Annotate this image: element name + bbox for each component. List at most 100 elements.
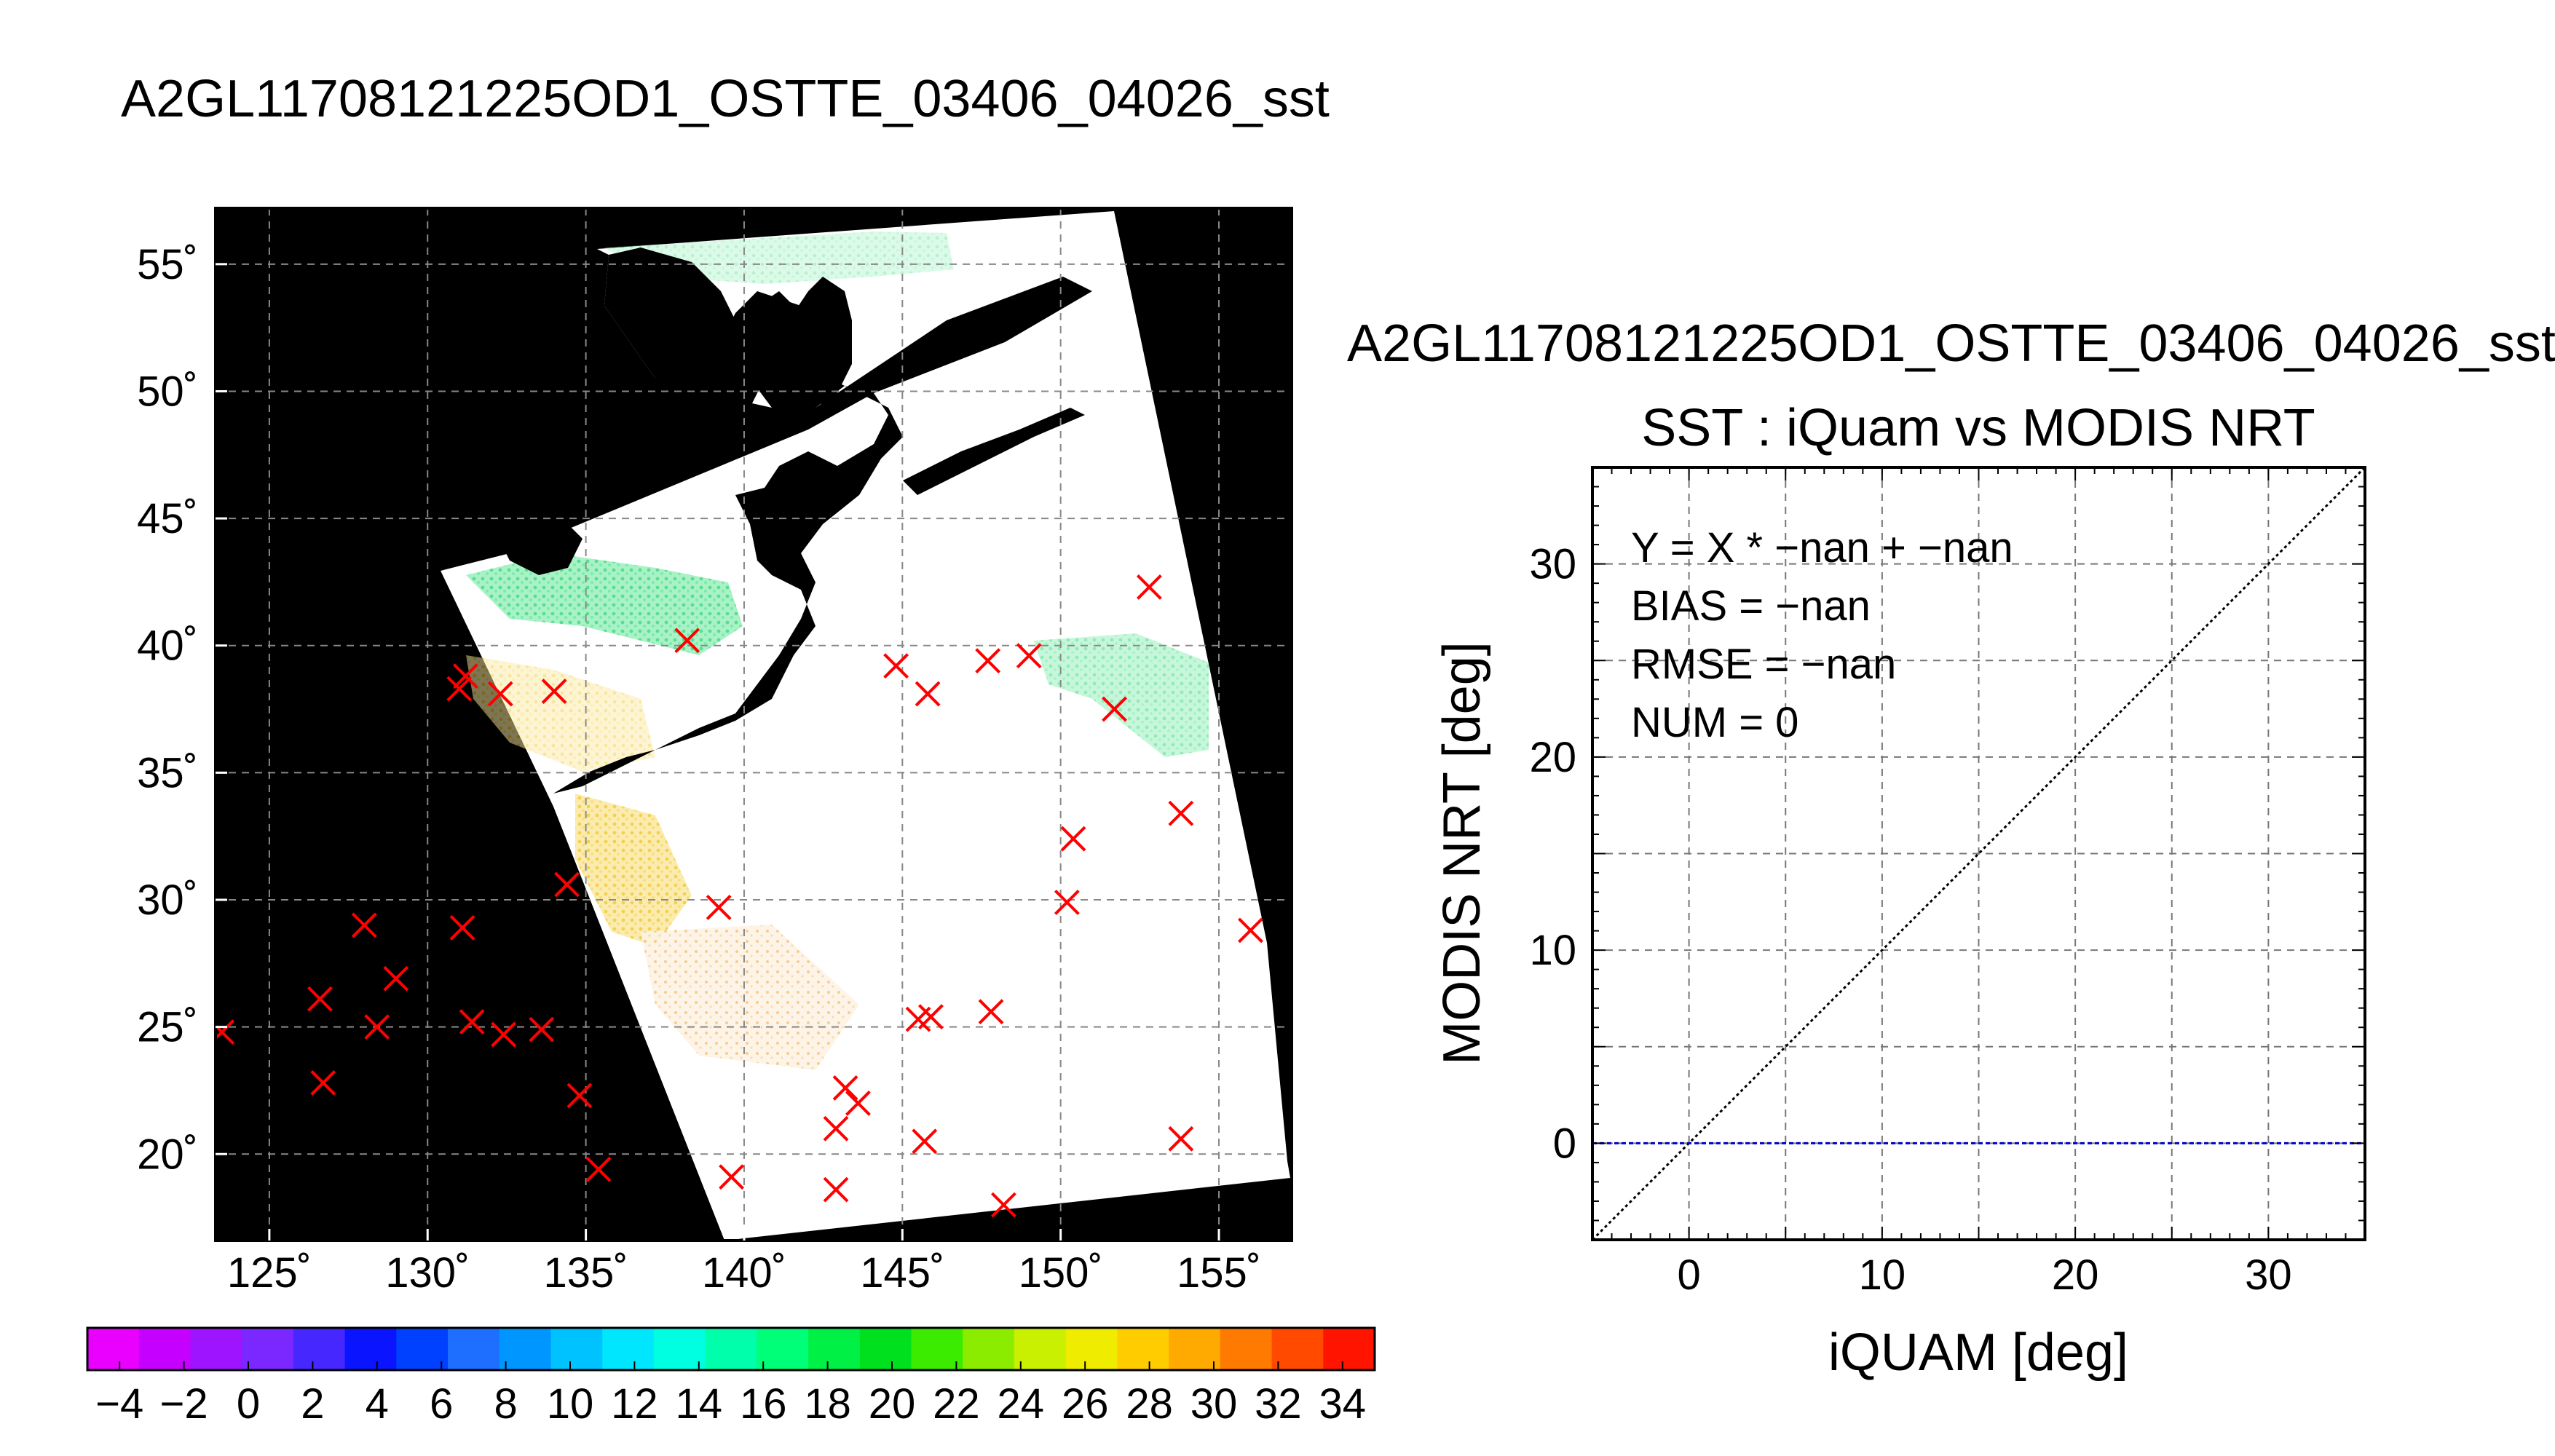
iquam-marker: [978, 999, 1004, 1025]
iquam-marker: [674, 628, 700, 654]
iquam-marker: [446, 676, 473, 702]
map-y-tick-label: 45˚: [137, 495, 198, 542]
iquam-marker: [554, 871, 580, 898]
scatter-x-tick-label: 10: [1859, 1251, 1906, 1299]
iquam-marker: [453, 663, 478, 689]
colorbar-tick-label: −4: [95, 1380, 143, 1428]
map-y-tick-label: 20˚: [137, 1131, 198, 1178]
colorbar-cell: [499, 1328, 552, 1370]
map-x-tick-label: 125˚: [227, 1249, 312, 1297]
iquam-marker: [1168, 800, 1194, 826]
colorbar-tick-label: 20: [869, 1380, 916, 1428]
colorbar-cell: [1271, 1328, 1324, 1370]
colorbar-cell: [550, 1328, 603, 1370]
iquam-marker: [216, 1019, 235, 1045]
colorbar-cell: [1065, 1328, 1118, 1370]
map-y-tick-label: 40˚: [137, 622, 198, 670]
sst-patch-south-yellow: [575, 794, 692, 946]
colorbar-cell: [602, 1328, 655, 1370]
sst-patch-japan-sea: [466, 553, 743, 655]
stat-equation: Y = X * −nan + −nan: [1631, 524, 2013, 571]
iquam-marker: [823, 1176, 849, 1203]
map-x-tick-label: 145˚: [860, 1249, 944, 1297]
map-y-tick-label: 50˚: [137, 368, 198, 415]
map-y-tick-label: 30˚: [137, 877, 198, 924]
iquam-marker: [912, 1128, 938, 1155]
scatter-x-tick-label: 30: [2245, 1251, 2292, 1299]
colorbar-cell: [1169, 1328, 1221, 1370]
iquam-marker: [459, 1009, 485, 1035]
colorbar-tick-label: 2: [301, 1380, 324, 1428]
scatter-title: SST : iQuam vs MODIS NRT: [1641, 399, 2315, 457]
land-kuril: [903, 408, 1085, 495]
land-sakhalin: [794, 277, 852, 408]
colorbar-tick-label: 30: [1190, 1380, 1238, 1428]
colorbar-tick-label: 32: [1255, 1380, 1302, 1428]
colorbar-cell: [653, 1328, 706, 1370]
iquam-marker: [975, 648, 1001, 674]
sst-map: 125˚ 130˚ 135˚ 140˚ 145˚ 150˚ 155˚ 20˚ 25˚ 30˚ 35˚…: [137, 207, 1293, 1297]
colorbar-tick-label: 16: [740, 1380, 787, 1428]
iquam-marker: [1238, 917, 1263, 943]
iquam-marker: [1168, 1125, 1194, 1152]
iquam-marker: [491, 1021, 516, 1048]
map-x-tick-label: 155˚: [1177, 1249, 1261, 1297]
iquam-marker: [585, 1156, 612, 1182]
colorbar-tick-label: 22: [933, 1380, 980, 1428]
iquam-marker: [915, 681, 941, 707]
stat-rmse: RMSE = −nan: [1631, 641, 1896, 688]
colorbar-cell: [1323, 1328, 1375, 1370]
scatter-x-tick-label: 0: [1677, 1251, 1700, 1299]
iquam-marker: [383, 965, 409, 992]
iquam-marker: [307, 986, 333, 1012]
colorbar-tick-label: 10: [547, 1380, 594, 1428]
scatter-y-tick-label: 0: [1553, 1120, 1576, 1167]
land-korea-russia: [437, 248, 794, 571]
colorbar-cell: [1220, 1328, 1273, 1370]
scatter-reference-lines: [1592, 467, 2365, 1240]
colorbar-cell: [808, 1328, 861, 1370]
iquam-marker: [706, 895, 732, 920]
colorbar-tick-label: 34: [1319, 1380, 1367, 1428]
colorbar-cell: [859, 1328, 912, 1370]
colorbar-cell: [344, 1328, 397, 1370]
map-tick-labels: 125˚ 130˚ 135˚ 140˚ 145˚ 150˚ 155˚ 20˚ 25˚ 30˚ 35˚…: [137, 241, 1261, 1297]
map-y-tick-label: 55˚: [137, 241, 198, 288]
colorbar-cell: [190, 1328, 242, 1370]
colorbar-cell: [757, 1328, 809, 1370]
swath-west-edge: [430, 571, 724, 1241]
iquam-marker: [1136, 574, 1162, 600]
map-grid: [216, 208, 1292, 1241]
colorbar-tick-label: 26: [1062, 1380, 1109, 1428]
map-y-tick-label: 25˚: [137, 1004, 198, 1051]
colorbar-tick-label: 8: [494, 1380, 517, 1428]
colorbar-cell: [396, 1328, 449, 1370]
map-frame: [214, 207, 1293, 1242]
iquam-markers: [216, 574, 1263, 1218]
map-x-tick-label: 150˚: [1019, 1249, 1103, 1297]
scatter-x-label: iQUAM [deg]: [1828, 1324, 2128, 1382]
iquam-marker: [310, 1070, 336, 1096]
colorbar-tick-label: 24: [998, 1380, 1045, 1428]
colorbar-tick-label: 6: [430, 1380, 453, 1428]
iquam-marker: [991, 1192, 1016, 1218]
map-x-tick-label: 140˚: [702, 1249, 786, 1297]
colorbar-cell: [911, 1328, 963, 1370]
iquam-marker: [823, 1115, 849, 1142]
colorbar-cell: [242, 1328, 294, 1370]
colorbar-cell: [87, 1328, 140, 1370]
one-to-one-line: [1592, 467, 2365, 1240]
colorbar-cell: [1117, 1328, 1169, 1370]
iquam-marker: [719, 1164, 744, 1190]
iquam-marker: [449, 914, 475, 941]
colorbar-tick-label: 0: [237, 1380, 260, 1428]
scatter-y-tick-label: 20: [1529, 734, 1576, 781]
scatter-y-label: MODIS NRT [deg]: [1433, 641, 1491, 1065]
colorbar-tick-label: 18: [804, 1380, 851, 1428]
iquam-marker: [883, 653, 909, 679]
sst-patch-japan-yellow: [466, 655, 655, 772]
scatter-y-tick-label: 30: [1529, 541, 1576, 588]
iquam-marker: [364, 1014, 390, 1040]
land-north-korea-peninsula: [495, 502, 583, 575]
